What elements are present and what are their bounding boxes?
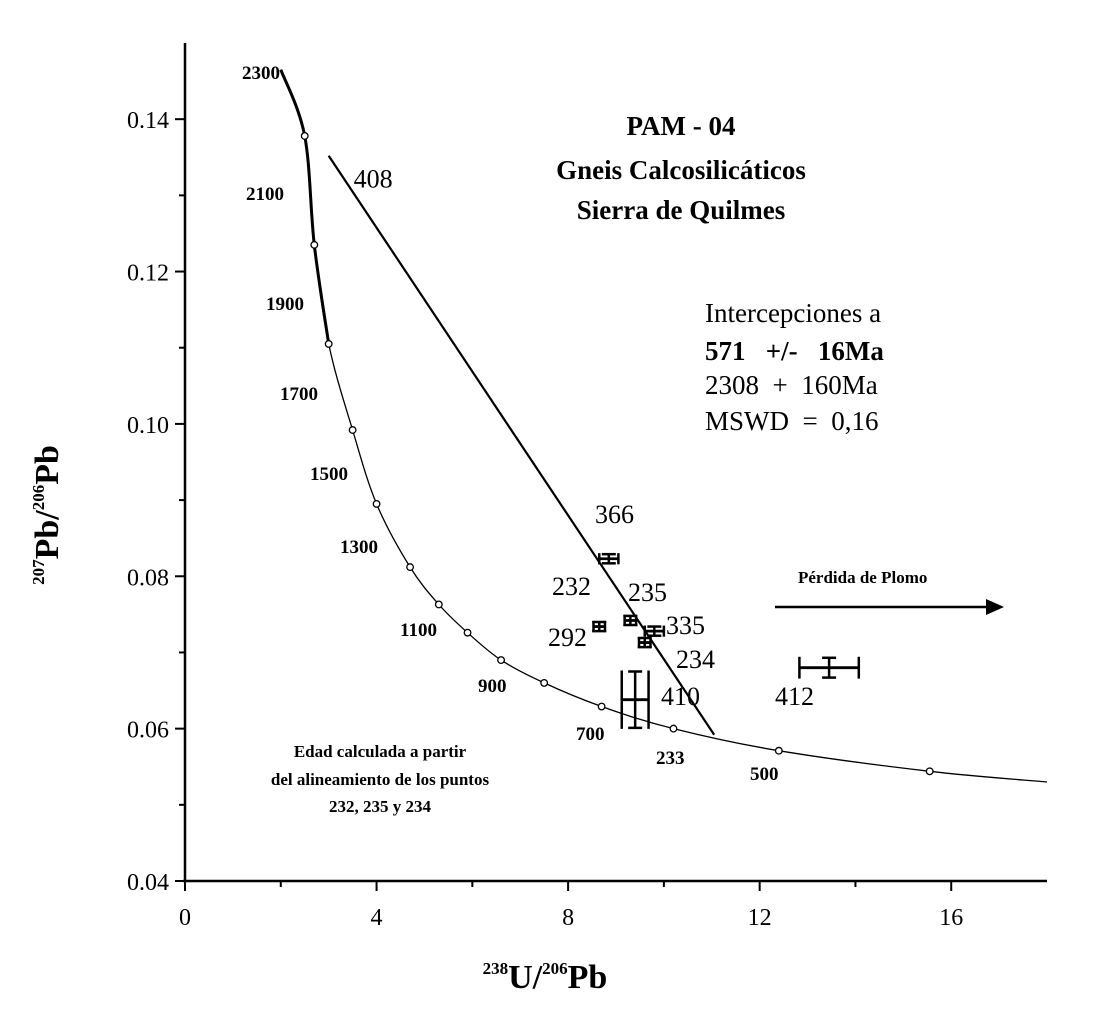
age-label-500: 500 [750,764,779,785]
y-axis-title: 207Pb/206Pb [29,445,66,585]
discordia-label: 408 [354,165,393,194]
y-tick-label: 0.08 [127,565,169,591]
point-label-366: 366 [595,500,634,529]
chart-subtitle-line-2: Sierra de Quilmes [577,195,785,225]
concordia-age-markers [300,131,934,776]
discordia-line [327,155,716,736]
x-axis-ticks: 0 4 8 12 16 [179,881,963,931]
concordia-age-marker [406,563,415,572]
y-tick-label: 0.06 [127,718,169,744]
age-label-700: 700 [576,724,605,745]
point-label-235: 235 [628,578,667,607]
concordia-curve-thick-segment [279,69,331,345]
error-bar-point-232 [592,620,607,633]
y-tick-label: 0.12 [127,261,169,287]
y-tick-label: 0.10 [127,413,169,439]
concordia-age-marker [774,746,783,755]
intercepts-lower-age: 571 +/- 16Ma [705,336,884,366]
chart-subtitle-line-1: Gneis Calcosilicáticos [556,155,806,185]
concordia-age-marker [324,339,333,348]
age-note-line-1: Edad calculada a partir [294,742,467,761]
x-tick-label: 8 [562,905,574,931]
y-tick-label: 0.04 [127,870,169,896]
concordia-age-marker [669,724,678,733]
y-axis-ticks: 0.04 0.06 0.08 0.10 0.12 0.14 [127,108,185,896]
age-label-1300: 1300 [340,537,378,558]
point-label-412: 412 [775,682,814,711]
concordia-age-marker [434,600,443,609]
y-tick-label: 0.14 [127,108,169,134]
age-label-1900: 1900 [266,294,304,315]
x-tick-label: 16 [939,905,963,931]
age-label-1100: 1100 [400,620,437,641]
age-note-line-3: 232, 235 y 234 [329,797,432,816]
age-label-2100: 2100 [246,184,284,205]
x-tick-label: 12 [748,905,772,931]
age-label-900: 900 [478,676,507,697]
point-label-234: 234 [676,645,715,674]
point-label-335: 335 [666,611,705,640]
error-bar-point-235 [623,614,638,627]
chart-title: PAM - 04 [627,111,736,141]
concordia-age-marker [597,702,606,711]
x-axis-title: 238U/206Pb [483,959,608,996]
concordia-age-marker [925,767,934,776]
age-note-line-2: del alineamiento de los puntos [271,770,490,789]
x-tick-label: 0 [179,905,191,931]
point-label-232: 232 [552,572,591,601]
error-bar-point-410 [620,670,650,730]
error-bar-point-366 [597,552,620,565]
error-bar-point-234 [637,636,652,649]
intercepts-upper-age: 2308 + 160Ma [705,370,878,400]
intercepts-mswd: MSWD = 0,16 [705,406,878,436]
error-bar-point-412 [798,656,861,679]
concordia-age-marker [497,656,506,665]
intercepts-heading: Intercepciones a [705,298,881,328]
lead-loss-arrow-head [986,599,1004,615]
concordia-age-marker [372,499,381,508]
age-label-1700: 1700 [280,384,318,405]
concordia-age-marker [348,426,357,434]
age-label-233: 233 [656,748,685,769]
concordia-age-marker [540,678,549,687]
concordia-age-marker [300,131,309,140]
concordia-age-marker [463,628,472,637]
point-label-410: 410 [661,682,700,711]
age-label-1500: 1500 [310,464,348,485]
lead-loss-label: Pérdida de Plomo [798,568,927,587]
x-tick-label: 4 [371,905,383,931]
data-points [592,552,861,730]
point-label-292: 292 [548,623,587,652]
error-bar-point-335 [643,625,666,637]
concordia-age-marker [310,240,319,249]
age-label-2300: 2300 [242,63,280,84]
